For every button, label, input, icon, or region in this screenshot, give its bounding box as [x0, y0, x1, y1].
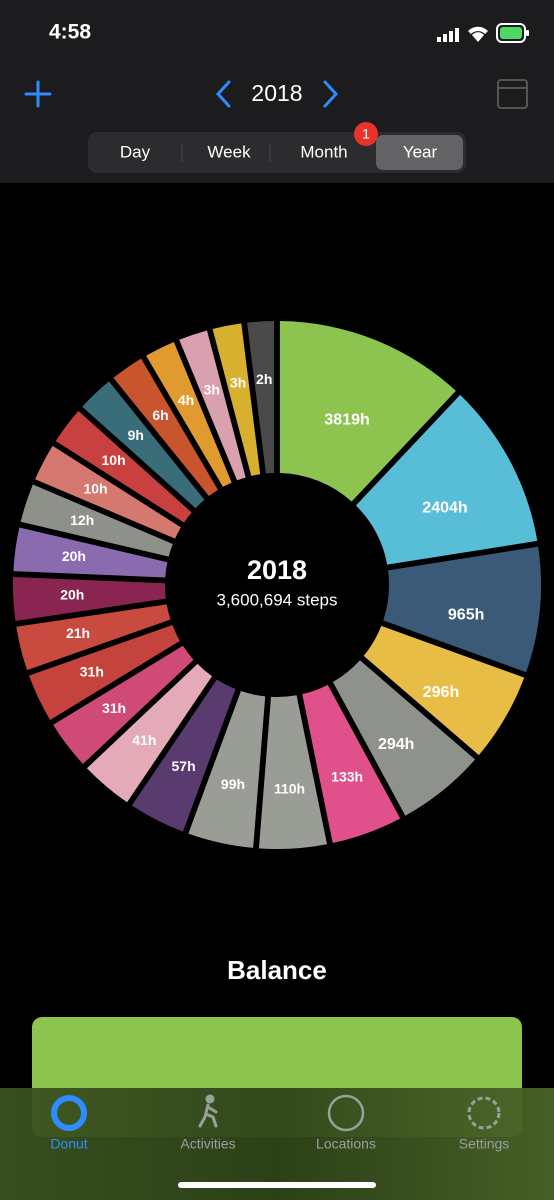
segment-label: 3819h [324, 412, 369, 429]
header-year: 2018 [251, 80, 302, 106]
segment-label: 133h [331, 768, 363, 784]
status-time: 4:58 [49, 21, 91, 44]
donut-segment [179, 330, 246, 481]
donut-segment [55, 411, 192, 523]
donut-chart: 3819h 2404h 965h 296h 294h 133h 110h 99h 57h 41h 3… [12, 321, 541, 850]
home-indicator [178, 1182, 376, 1188]
donut-segment [247, 321, 275, 474]
segment-label: 9h [128, 427, 144, 443]
status-icons [437, 23, 529, 43]
donut-center-title: 2018 [247, 555, 307, 585]
segment-label: 3h [204, 381, 220, 397]
tab-icon-settings [467, 1096, 501, 1130]
donut-segment [302, 684, 401, 844]
segment-label: 4h [178, 392, 194, 408]
prev-button[interactable] [215, 80, 231, 108]
tab-label[interactable]: Locations [316, 1136, 376, 1152]
donut-segment [53, 645, 194, 764]
segment-label[interactable]: Year [403, 142, 438, 161]
badge [354, 122, 378, 146]
donut-segment [212, 323, 261, 476]
segment-label: 20h [60, 587, 84, 603]
next-button[interactable] [323, 80, 339, 108]
donut-segment [12, 576, 166, 622]
donut-segment [29, 625, 180, 720]
segment-label: 20h [62, 548, 86, 564]
segment-label: 31h [102, 700, 126, 716]
donut-segment [82, 381, 205, 509]
donut-segment [355, 394, 538, 565]
segment-label: 12h [70, 512, 94, 528]
tab-icon-activities [198, 1094, 218, 1128]
add-button[interactable] [24, 80, 52, 108]
donut-segment [363, 625, 525, 756]
segment-label: 10h [83, 480, 107, 496]
tab-icon-locations [327, 1094, 365, 1132]
segment-label: 57h [172, 758, 196, 774]
segment-label: 3h [230, 374, 246, 390]
badge-count: 1 [362, 126, 370, 142]
segment-label: 2h [256, 371, 272, 387]
donut-segment [131, 679, 236, 832]
donut-segment [35, 445, 181, 539]
segment-label: 31h [80, 664, 104, 680]
donut-segment [188, 691, 266, 848]
tab-bar [0, 1088, 554, 1200]
donut-segment [13, 527, 168, 578]
section-title: Balance [227, 955, 327, 985]
donut-segment [16, 604, 171, 671]
donut-segment [20, 484, 173, 557]
donut-segment [113, 358, 218, 497]
donut-segment [332, 660, 476, 816]
segment-label[interactable]: Week [207, 142, 251, 161]
donut-segment [383, 546, 541, 673]
donut-segment [279, 321, 456, 502]
donut-segment [146, 341, 232, 487]
segment-label: 296h [423, 684, 459, 701]
tab-label[interactable]: Settings [459, 1136, 510, 1152]
segment-label[interactable]: Day [120, 142, 151, 161]
tab-icon-donut [51, 1095, 87, 1131]
segment-label: 99h [221, 776, 245, 792]
donut-segment [258, 695, 328, 850]
tab-label[interactable]: Donut [50, 1136, 87, 1152]
calendar-button[interactable] [497, 79, 528, 109]
segment-label: 41h [132, 732, 156, 748]
segment-label: 2404h [422, 499, 467, 516]
segment-label[interactable]: Month [300, 142, 347, 161]
segment-label: 21h [66, 625, 90, 641]
segment-label: 294h [378, 736, 414, 753]
segment-label: 6h [152, 407, 168, 423]
segment-selected [376, 135, 463, 170]
donut-segment [86, 663, 213, 803]
segment-label: 10h [102, 452, 126, 468]
segment-label: 110h [274, 780, 305, 796]
donut-center-subtitle: 3,600,694 steps [217, 590, 338, 609]
tab-label[interactable]: Activities [180, 1136, 235, 1152]
segment-label: 965h [448, 606, 484, 623]
